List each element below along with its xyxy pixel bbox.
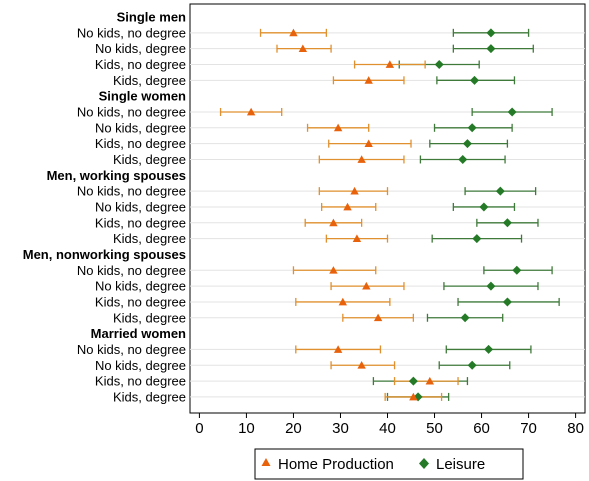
leisure-point bbox=[486, 281, 496, 291]
leisure-point bbox=[469, 75, 479, 85]
home-point bbox=[333, 123, 343, 132]
row-label: No kids, degree bbox=[95, 199, 186, 214]
home-point bbox=[343, 202, 352, 211]
x-tick-label: 30 bbox=[332, 420, 349, 437]
leisure-point bbox=[502, 297, 512, 307]
leisure-point bbox=[502, 218, 512, 228]
row-label: No kids, no degree bbox=[77, 342, 186, 357]
group-title: Men, nonworking spouses bbox=[23, 247, 186, 262]
row-label: No kids, no degree bbox=[77, 184, 186, 199]
x-tick-label: 80 bbox=[567, 420, 584, 437]
leisure-point bbox=[507, 107, 517, 117]
leisure-point bbox=[460, 313, 470, 323]
leisure-point bbox=[467, 360, 477, 370]
home-errorbar bbox=[393, 377, 459, 386]
grid-lines bbox=[190, 32, 585, 398]
home-point bbox=[373, 313, 383, 322]
legend-home-label: Home Production bbox=[278, 456, 394, 473]
legend-leisure-marker bbox=[419, 458, 429, 469]
row-label: No kids, degree bbox=[95, 279, 186, 294]
home-point bbox=[289, 28, 298, 37]
row-label: Kids, no degree bbox=[95, 374, 186, 389]
home-point bbox=[329, 218, 338, 227]
row-label: No kids, degree bbox=[95, 358, 186, 373]
row-label: Kids, degree bbox=[113, 152, 186, 167]
legend-home-marker bbox=[261, 458, 271, 466]
row-label: Kids, degree bbox=[113, 310, 186, 325]
x-tick-label: 0 bbox=[195, 420, 203, 437]
home-point bbox=[350, 186, 359, 195]
x-tick-label: 20 bbox=[285, 420, 302, 437]
home-point bbox=[364, 76, 373, 84]
home-point bbox=[357, 361, 366, 369]
home-point bbox=[409, 392, 418, 401]
home-point bbox=[357, 155, 366, 163]
home-point bbox=[333, 345, 343, 353]
group-title: Single women bbox=[99, 89, 186, 104]
home-point bbox=[246, 107, 256, 116]
group-title: Married women bbox=[91, 326, 186, 341]
row-label: No kids, no degree bbox=[77, 25, 186, 40]
row-label: Kids, degree bbox=[113, 231, 186, 246]
x-tick-label: 70 bbox=[520, 420, 537, 437]
legend: Home Production Leisure bbox=[254, 448, 524, 480]
data-marks bbox=[219, 28, 560, 402]
row-label: Kids, no degree bbox=[95, 57, 186, 72]
leisure-point bbox=[484, 344, 494, 354]
home-point bbox=[329, 266, 338, 274]
home-point bbox=[364, 139, 373, 148]
x-axis: 0 10 20 30 40 50 60 70 80 bbox=[195, 413, 584, 437]
row-label: No kids, no degree bbox=[77, 263, 186, 278]
x-tick-label: 60 bbox=[473, 420, 490, 437]
home-point bbox=[385, 60, 395, 68]
leisure-point bbox=[434, 59, 444, 69]
row-label: No kids, degree bbox=[95, 41, 186, 56]
row-label: No kids, no degree bbox=[77, 104, 186, 119]
home-point bbox=[338, 297, 348, 306]
leisure-point bbox=[486, 44, 496, 54]
row-label: No kids, degree bbox=[95, 120, 186, 135]
leisure-point bbox=[467, 123, 477, 133]
row-label: Kids, no degree bbox=[95, 136, 186, 151]
row-label: Kids, degree bbox=[113, 73, 186, 88]
home-point bbox=[425, 376, 435, 385]
leisure-point bbox=[486, 28, 496, 38]
legend-leisure-label: Leisure bbox=[436, 456, 485, 473]
row-label: Kids, degree bbox=[113, 389, 186, 404]
group-title: Men, working spouses bbox=[47, 168, 186, 183]
x-tick-label: 10 bbox=[238, 420, 255, 437]
leisure-point bbox=[458, 154, 468, 164]
leisure-point bbox=[472, 234, 482, 244]
row-label: Kids, no degree bbox=[95, 294, 186, 309]
leisure-point bbox=[462, 139, 472, 149]
leisure-point bbox=[408, 376, 418, 386]
leisure-point bbox=[495, 186, 505, 196]
group-title: Single men bbox=[117, 10, 186, 25]
row-label: Kids, no degree bbox=[95, 215, 186, 230]
leisure-point bbox=[479, 202, 489, 212]
home-point bbox=[298, 44, 308, 53]
home-point bbox=[352, 234, 362, 243]
legend-box bbox=[254, 448, 524, 480]
x-tick-label: 40 bbox=[379, 420, 396, 437]
leisure-point bbox=[512, 265, 522, 275]
x-tick-label: 50 bbox=[426, 420, 443, 437]
home-point bbox=[362, 281, 371, 290]
